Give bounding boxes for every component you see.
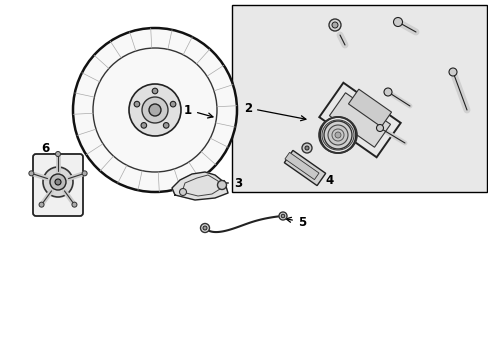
Polygon shape xyxy=(329,93,390,147)
Circle shape xyxy=(302,143,311,153)
Circle shape xyxy=(170,101,176,107)
Circle shape xyxy=(179,189,186,195)
Circle shape xyxy=(200,224,209,233)
Circle shape xyxy=(55,152,61,157)
Circle shape xyxy=(50,174,66,190)
Circle shape xyxy=(29,171,34,176)
Text: 5: 5 xyxy=(285,216,305,229)
Circle shape xyxy=(142,97,168,123)
Polygon shape xyxy=(172,172,227,200)
Text: 1: 1 xyxy=(183,104,213,118)
Circle shape xyxy=(152,88,158,94)
Text: 4: 4 xyxy=(311,167,333,186)
Circle shape xyxy=(324,121,351,149)
Circle shape xyxy=(82,171,87,176)
Circle shape xyxy=(331,22,337,28)
Circle shape xyxy=(129,84,181,136)
Circle shape xyxy=(149,104,161,116)
Circle shape xyxy=(203,226,206,230)
Circle shape xyxy=(319,117,355,153)
Circle shape xyxy=(141,122,146,128)
Polygon shape xyxy=(319,83,400,157)
Polygon shape xyxy=(285,152,318,180)
Circle shape xyxy=(134,101,140,107)
Polygon shape xyxy=(284,150,325,186)
Circle shape xyxy=(328,19,340,31)
Circle shape xyxy=(73,28,237,192)
Circle shape xyxy=(217,180,226,189)
Text: 2: 2 xyxy=(244,102,305,121)
Circle shape xyxy=(393,18,402,27)
Circle shape xyxy=(327,125,347,145)
Circle shape xyxy=(383,88,391,96)
Circle shape xyxy=(376,125,383,131)
Circle shape xyxy=(55,179,61,185)
Circle shape xyxy=(72,202,77,207)
Bar xyxy=(231,5,486,192)
FancyBboxPatch shape xyxy=(33,154,83,216)
Circle shape xyxy=(334,132,340,138)
Circle shape xyxy=(279,212,286,220)
Circle shape xyxy=(281,214,284,218)
Circle shape xyxy=(39,202,44,207)
Circle shape xyxy=(448,68,456,76)
Text: 3: 3 xyxy=(219,176,242,189)
Text: 6: 6 xyxy=(41,141,55,159)
Circle shape xyxy=(163,122,169,128)
Circle shape xyxy=(305,146,308,150)
Polygon shape xyxy=(348,89,391,127)
Circle shape xyxy=(43,167,73,197)
